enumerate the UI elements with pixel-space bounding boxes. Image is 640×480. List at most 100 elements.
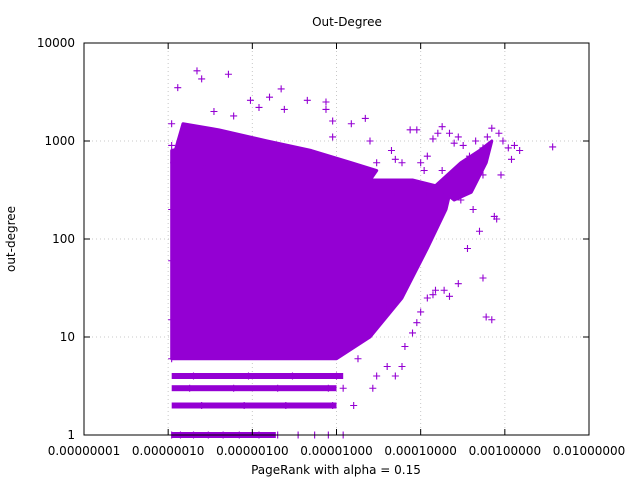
data-point — [488, 316, 496, 324]
data-point — [472, 137, 480, 145]
x-tick-label: 0.01000000 — [553, 444, 626, 458]
data-point — [479, 171, 487, 179]
data-point — [168, 355, 176, 363]
data-point — [479, 274, 487, 282]
data-point — [493, 215, 501, 223]
data-point — [373, 372, 381, 380]
data-point — [322, 98, 330, 106]
data-point — [263, 218, 271, 226]
data-point — [274, 384, 282, 392]
data-point — [280, 105, 288, 113]
data-point — [383, 303, 391, 311]
data-point — [358, 325, 366, 333]
data-point — [383, 363, 391, 371]
data-point — [438, 167, 446, 175]
data-point — [176, 146, 184, 154]
data-point — [387, 146, 395, 154]
data-point — [445, 129, 453, 137]
y-axis-ticks: 1 10 100 1000 10000 — [37, 36, 589, 442]
data-point — [445, 292, 453, 300]
data-point — [193, 67, 201, 75]
data-point — [549, 143, 557, 151]
data-point — [224, 70, 232, 78]
data-point — [497, 171, 505, 179]
data-point — [314, 218, 322, 226]
data-point — [322, 105, 330, 113]
data-point — [507, 155, 515, 163]
data-point — [223, 274, 231, 282]
data-point — [449, 188, 457, 196]
data-point — [347, 120, 355, 128]
data-point — [413, 319, 421, 327]
data-point — [333, 372, 340, 380]
dense-point-cloud — [170, 122, 494, 438]
data-point — [429, 291, 437, 299]
data-point — [479, 144, 487, 152]
data-point — [431, 286, 439, 294]
data-point — [324, 384, 332, 392]
data-point — [215, 188, 223, 196]
data-point — [401, 342, 409, 350]
data-point — [198, 75, 206, 83]
data-point — [288, 227, 296, 235]
data-point — [440, 286, 448, 294]
data-point — [483, 133, 491, 141]
data-point — [230, 112, 238, 120]
data-point — [168, 120, 176, 128]
data-point — [420, 167, 428, 175]
data-point — [450, 139, 458, 147]
data-point — [454, 280, 462, 288]
data-point — [186, 384, 194, 392]
data-point — [463, 244, 471, 252]
data-point — [417, 308, 425, 316]
data-point — [210, 107, 218, 115]
y-tick-label: 1 — [67, 428, 75, 442]
data-point — [423, 152, 431, 160]
data-point — [168, 141, 176, 149]
data-point — [454, 133, 462, 141]
data-point — [282, 401, 290, 409]
data-point — [168, 257, 176, 265]
data-point — [475, 227, 483, 235]
data-point — [398, 363, 406, 371]
data-point — [366, 137, 374, 145]
data-point — [174, 84, 182, 92]
data-point — [488, 124, 496, 132]
data-point — [467, 182, 475, 190]
y-tick-label: 10000 — [37, 36, 75, 50]
data-point — [255, 103, 263, 111]
data-point — [266, 93, 274, 101]
data-point — [516, 146, 524, 154]
x-axis-ticks: 0.00000001 0.00000010 0.00000100 0.00001000… — [48, 43, 626, 458]
data-point — [277, 85, 285, 93]
data-point — [429, 135, 437, 143]
data-point — [482, 313, 490, 321]
data-point — [495, 129, 503, 137]
data-point — [339, 205, 347, 213]
x-tick-label: 0.00000001 — [48, 444, 121, 458]
data-points — [168, 67, 557, 439]
data-point — [434, 129, 442, 137]
data-point — [417, 159, 425, 167]
data-point — [240, 401, 248, 409]
chart-title: Out-Degree — [312, 15, 382, 29]
data-point — [398, 159, 406, 167]
cloud-region — [170, 122, 379, 194]
data-point — [391, 372, 399, 380]
data-point — [168, 316, 176, 324]
data-point — [303, 96, 311, 104]
data-point — [391, 155, 399, 163]
data-point — [329, 117, 337, 125]
data-point — [413, 126, 421, 134]
data-point — [459, 141, 467, 149]
data-point — [190, 372, 198, 380]
data-point — [366, 196, 374, 204]
data-point — [438, 123, 446, 131]
data-point — [499, 137, 507, 145]
data-point — [423, 188, 431, 196]
data-point — [333, 316, 340, 324]
data-point — [263, 286, 271, 294]
data-point — [361, 114, 369, 122]
data-point — [246, 96, 254, 104]
data-point — [230, 384, 238, 392]
